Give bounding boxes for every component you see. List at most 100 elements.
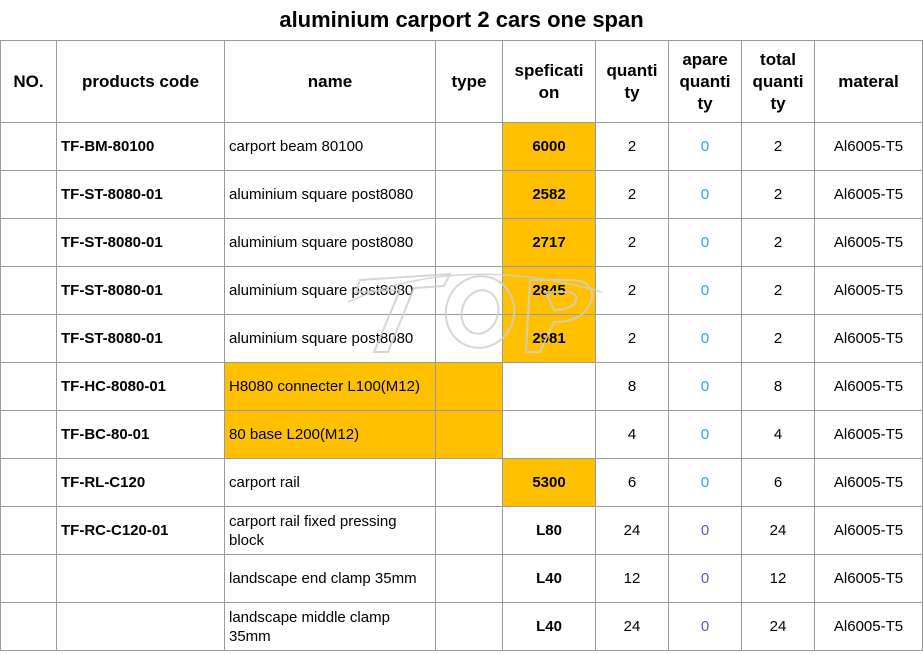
cell-material: Al6005-T5: [814, 362, 923, 411]
cell-qty: 2: [595, 218, 669, 267]
cell-type: [435, 506, 503, 555]
cell-type: [435, 266, 503, 315]
cell-no: [0, 410, 57, 459]
header-products-code: products code: [56, 40, 225, 123]
cell-spare: 0: [668, 266, 742, 315]
table-row: TF-RL-C120 carport rail 5300 6 0 6 Al600…: [0, 458, 923, 507]
cell-code: TF-RL-C120: [56, 458, 225, 507]
cell-type: [435, 410, 503, 459]
cell-spec: 2845: [502, 266, 596, 315]
cell-qty: 2: [595, 266, 669, 315]
cell-code: [56, 554, 225, 603]
cell-name: H8080 connecter L100(M12): [224, 362, 436, 411]
cell-material: Al6005-T5: [814, 602, 923, 651]
cell-material: Al6005-T5: [814, 218, 923, 267]
cell-spec: 5300: [502, 458, 596, 507]
cell-type: [435, 170, 503, 219]
cell-total: 2: [741, 218, 815, 267]
table-row: landscape middle clamp 35mm L40 24 0 24 …: [0, 602, 923, 651]
cell-code: TF-ST-8080-01: [56, 266, 225, 315]
cell-qty: 2: [595, 170, 669, 219]
cell-type: [435, 314, 503, 363]
cell-type: [435, 602, 503, 651]
cell-qty: 6: [595, 458, 669, 507]
cell-name: carport beam 80100: [224, 122, 436, 171]
cell-material: Al6005-T5: [814, 458, 923, 507]
cell-code: TF-RC-C120-01: [56, 506, 225, 555]
cell-qty: 8: [595, 362, 669, 411]
cell-material: Al6005-T5: [814, 122, 923, 171]
cell-name: carport rail fixed pressing block: [224, 506, 436, 555]
parts-table: NO. products code name type speficati on…: [0, 40, 923, 651]
cell-total: 24: [741, 602, 815, 651]
cell-spare: 0: [668, 506, 742, 555]
cell-total: 2: [741, 266, 815, 315]
cell-spec: 2717: [502, 218, 596, 267]
cell-spec: [502, 410, 596, 459]
cell-qty: 12: [595, 554, 669, 603]
cell-no: [0, 458, 57, 507]
cell-material: Al6005-T5: [814, 506, 923, 555]
cell-code: TF-ST-8080-01: [56, 170, 225, 219]
cell-name: landscape middle clamp 35mm: [224, 602, 436, 651]
cell-total: 2: [741, 170, 815, 219]
cell-qty: 24: [595, 506, 669, 555]
table-row: TF-ST-8080-01 aluminium square post8080 …: [0, 314, 923, 363]
cell-no: [0, 506, 57, 555]
cell-total: 6: [741, 458, 815, 507]
cell-type: [435, 458, 503, 507]
cell-total: 8: [741, 362, 815, 411]
cell-name: aluminium square post8080: [224, 266, 436, 315]
header-name: name: [224, 40, 436, 123]
table-row: TF-HC-8080-01 H8080 connecter L100(M12) …: [0, 362, 923, 411]
table-row: landscape end clamp 35mm L40 12 0 12 Al6…: [0, 554, 923, 603]
cell-total: 12: [741, 554, 815, 603]
cell-spare: 0: [668, 554, 742, 603]
cell-name: carport rail: [224, 458, 436, 507]
cell-name: aluminium square post8080: [224, 170, 436, 219]
cell-type: [435, 362, 503, 411]
cell-material: Al6005-T5: [814, 170, 923, 219]
cell-no: [0, 266, 57, 315]
cell-spec: L80: [502, 506, 596, 555]
cell-code: TF-HC-8080-01: [56, 362, 225, 411]
cell-material: Al6005-T5: [814, 554, 923, 603]
cell-type: [435, 218, 503, 267]
cell-no: [0, 170, 57, 219]
cell-qty: 2: [595, 122, 669, 171]
header-type: type: [435, 40, 503, 123]
cell-spec: 6000: [502, 122, 596, 171]
cell-qty: 2: [595, 314, 669, 363]
cell-name: 80 base L200(M12): [224, 410, 436, 459]
cell-no: [0, 218, 57, 267]
cell-no: [0, 122, 57, 171]
table-row: TF-BC-80-01 80 base L200(M12) 4 0 4 Al60…: [0, 410, 923, 459]
header-total-quantity: total quanti ty: [741, 40, 815, 123]
header-material: materal: [814, 40, 923, 123]
cell-spec: 2981: [502, 314, 596, 363]
cell-code: TF-BC-80-01: [56, 410, 225, 459]
cell-material: Al6005-T5: [814, 314, 923, 363]
cell-name: aluminium square post8080: [224, 314, 436, 363]
table-row: TF-ST-8080-01 aluminium square post8080 …: [0, 218, 923, 267]
cell-type: [435, 122, 503, 171]
cell-total: 24: [741, 506, 815, 555]
header-spare-quantity: apare quanti ty: [668, 40, 742, 123]
cell-no: [0, 554, 57, 603]
cell-no: [0, 602, 57, 651]
cell-spec: 2582: [502, 170, 596, 219]
cell-qty: 4: [595, 410, 669, 459]
cell-total: 2: [741, 122, 815, 171]
cell-spec: L40: [502, 602, 596, 651]
cell-name: landscape end clamp 35mm: [224, 554, 436, 603]
cell-spare: 0: [668, 170, 742, 219]
cell-code: TF-ST-8080-01: [56, 314, 225, 363]
header-row: NO. products code name type speficati on…: [0, 40, 923, 123]
cell-material: Al6005-T5: [814, 266, 923, 315]
table-row: TF-RC-C120-01 carport rail fixed pressin…: [0, 506, 923, 555]
table-row: TF-ST-8080-01 aluminium square post8080 …: [0, 266, 923, 315]
cell-spare: 0: [668, 410, 742, 459]
header-quantity: quanti ty: [595, 40, 669, 123]
cell-spare: 0: [668, 218, 742, 267]
cell-spare: 0: [668, 122, 742, 171]
